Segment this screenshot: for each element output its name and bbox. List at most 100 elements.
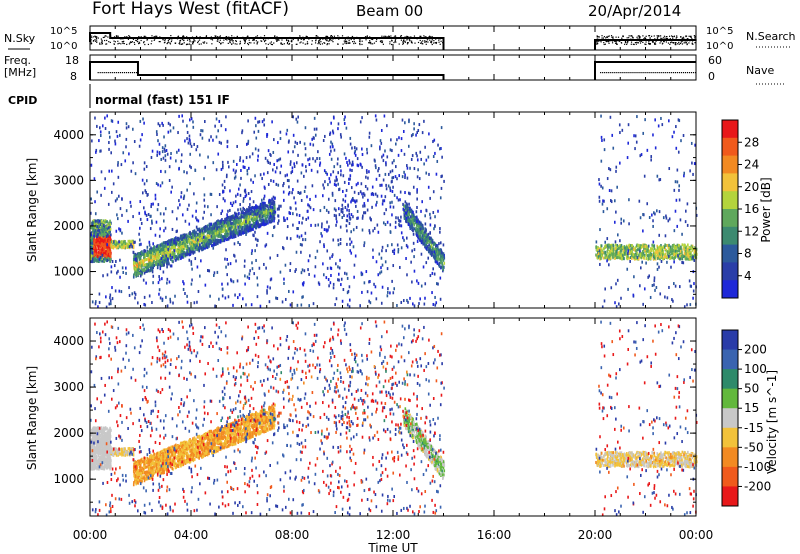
power-cell [94,219,97,223]
noise-point [204,41,206,43]
power-cell [126,244,128,248]
power-cell [256,295,259,299]
noise-point [242,37,244,39]
power-cell [159,252,162,256]
power-cell [179,234,182,238]
noise-point [353,36,355,39]
noise-point [243,39,245,41]
power-cell [183,234,186,238]
noise-point [239,43,241,45]
noise-point [275,37,277,39]
noise-point [612,36,614,38]
power-cell [101,244,104,248]
noise-point [232,40,234,42]
power-cell [106,259,109,263]
noise-point [189,39,191,41]
power-cell [635,249,637,253]
power-cell [127,239,130,243]
power-cell [414,228,417,232]
power-cell [208,244,210,248]
noise-point [364,36,367,38]
power-cell [232,233,235,237]
noise-point [402,41,404,43]
noise-point [400,39,402,41]
nave-point [97,72,99,74]
noise-point [248,37,250,39]
power-cell [155,248,157,252]
noise-point [290,40,292,42]
power-cell [650,253,652,257]
power-cell [295,117,298,121]
noise-point [643,39,645,41]
noise-point [654,42,656,44]
noise-point [438,41,440,43]
noise-point [671,41,673,43]
power-cell [108,255,110,259]
noise-point [319,43,321,45]
power-cell [436,260,439,264]
noise-point [640,40,643,42]
nave-point [618,72,620,74]
power-cell [104,227,106,231]
nave-point [666,72,668,74]
power-cell [105,250,107,254]
noise-point [166,37,168,39]
power-cell [655,248,657,252]
power-cell [597,256,600,260]
power-cell [188,236,191,240]
power-cell [156,259,158,263]
power-cell [188,232,190,236]
noise-point [120,38,122,40]
power-cell [105,230,107,234]
station-title: Fort Hays West (fitACF) [92,0,289,19]
noise-point [177,35,179,38]
noise-point [605,40,608,42]
power-cell [676,243,679,247]
power-cell [410,225,413,229]
noise-point [223,39,225,41]
noise-point [329,38,331,41]
noise-point [138,42,140,45]
noise-point [246,37,248,39]
power-cell [175,236,177,240]
power-cell [248,227,250,231]
noise-point [217,38,219,41]
noise-point [93,40,95,42]
power-cell [652,251,655,255]
power-cell [261,205,263,209]
power-cell [114,240,117,244]
power-cell [110,243,113,247]
power-cell [92,257,95,261]
power-cell [673,253,676,257]
noise-point [130,41,133,43]
power-cell [677,243,680,247]
noise-point [353,42,355,45]
power-cell [638,252,641,256]
noise-point [607,35,609,38]
power-cell [684,249,687,253]
power-cell [238,218,240,222]
power-cell [411,210,413,214]
power-cell [106,243,108,247]
noise-point [685,41,687,43]
noise-point [419,35,421,37]
power-cell [192,239,194,243]
power-cell [692,289,695,293]
power-cell [259,224,262,228]
power-cell [248,212,251,216]
power-cell [256,220,259,224]
power-cell [669,245,672,249]
noise-point [642,35,644,37]
power-cell [610,243,613,247]
nave-point [628,72,630,74]
noise-point [424,41,426,43]
power-cell [664,234,667,238]
power-cell [117,243,120,247]
power-cell [161,256,164,260]
noise-point [645,43,647,46]
power-cell [595,248,598,252]
power-cell [686,257,688,261]
power-cell [197,236,200,240]
nave-point [644,72,646,74]
noise-point [626,39,628,41]
